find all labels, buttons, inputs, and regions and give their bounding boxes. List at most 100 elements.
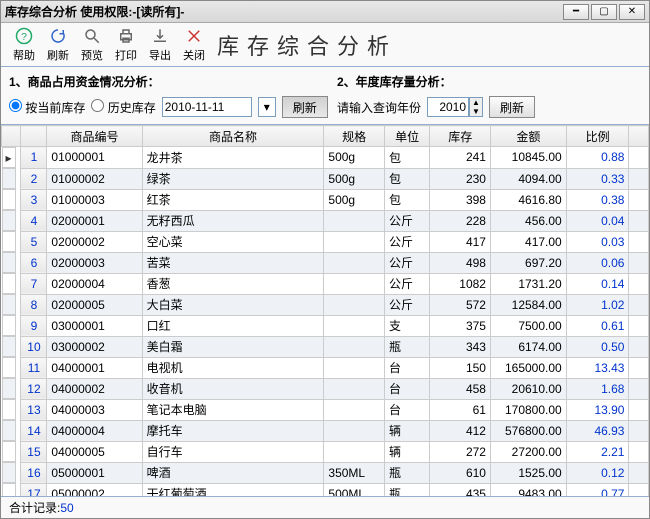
preview-button[interactable]: 预览 — [75, 27, 109, 63]
section1-refresh-button[interactable]: 刷新 — [282, 96, 328, 118]
cell-code: 01000001 — [47, 147, 142, 169]
cell-stock: 228 — [430, 210, 491, 231]
cell-spec — [324, 315, 385, 336]
cell-code: 02000002 — [47, 231, 142, 252]
row-indicator — [2, 294, 16, 315]
col-amount[interactable]: 金额 — [490, 126, 566, 147]
table-row[interactable]: 201000002绿茶500g包2304094.000.33 — [2, 168, 649, 189]
radio-current-stock[interactable]: 按当前库存 — [9, 99, 85, 116]
cell-name: 龙井茶 — [142, 147, 324, 169]
refresh-button[interactable]: 刷新 — [41, 27, 75, 63]
help-button[interactable]: ? 帮助 — [7, 27, 41, 63]
cell-code: 01000003 — [47, 189, 142, 210]
cell-spec — [324, 441, 385, 462]
table-row[interactable]: 903000001口红支3757500.000.61 — [2, 315, 649, 336]
cell-spec: 500g — [324, 147, 385, 169]
cell-stock: 272 — [430, 441, 491, 462]
cell-unit: 公斤 — [384, 252, 429, 273]
cell-name: 笔记本电脑 — [142, 399, 324, 420]
cell-stock: 61 — [430, 399, 491, 420]
cell-spec — [324, 294, 385, 315]
row-indicator — [2, 210, 16, 231]
cell-spec — [324, 378, 385, 399]
cell-unit: 辆 — [384, 420, 429, 441]
table-row[interactable]: 301000003红茶500g包3984616.800.38 — [2, 189, 649, 210]
row-number: 5 — [21, 231, 47, 252]
print-icon — [117, 27, 135, 45]
year-spinner[interactable]: ▲▼ — [469, 97, 483, 117]
cell-unit: 支 — [384, 315, 429, 336]
col-spec[interactable]: 规格 — [324, 126, 385, 147]
table-row[interactable]: 602000003苦菜公斤498697.200.06 — [2, 252, 649, 273]
radio-history-stock[interactable]: 历史库存 — [91, 99, 155, 116]
table-row[interactable]: 702000004香葱公斤10821731.200.14 — [2, 273, 649, 294]
close-window-button[interactable]: ✕ — [619, 4, 645, 20]
year-input[interactable] — [427, 97, 469, 117]
table-row[interactable]: 1304000003笔记本电脑台61170800.0013.90 — [2, 399, 649, 420]
date-picker-icon[interactable]: ▾ — [258, 97, 276, 117]
cell-amount: 7500.00 — [490, 315, 566, 336]
row-number: 17 — [21, 483, 47, 496]
col-unit[interactable]: 单位 — [384, 126, 429, 147]
print-button[interactable]: 打印 — [109, 27, 143, 63]
section1-title: 1、商品占用资金情况分析： — [9, 73, 329, 90]
cell-stock: 417 — [430, 231, 491, 252]
cell-stock: 412 — [430, 420, 491, 441]
year-hint: 请输入查询年份 — [337, 99, 421, 116]
table-row[interactable]: 1605000001啤酒350ML瓶6101525.000.12 — [2, 462, 649, 483]
data-grid[interactable]: 商品编号商品名称规格单位库存金额比例▸101000001龙井茶500g包2411… — [1, 125, 649, 496]
cell-unit: 台 — [384, 399, 429, 420]
cell-ratio: 1.02 — [566, 294, 629, 315]
cell-spec: 500g — [324, 189, 385, 210]
section2-refresh-button[interactable]: 刷新 — [489, 96, 535, 118]
cell-amount: 697.20 — [490, 252, 566, 273]
cell-spec — [324, 252, 385, 273]
cell-stock: 572 — [430, 294, 491, 315]
table-row[interactable]: 1204000002收音机台45820610.001.68 — [2, 378, 649, 399]
cell-unit: 瓶 — [384, 462, 429, 483]
export-button[interactable]: 导出 — [143, 27, 177, 63]
minimize-button[interactable]: ━ — [563, 4, 589, 20]
cell-code: 02000004 — [47, 273, 142, 294]
row-number: 3 — [21, 189, 47, 210]
cell-ratio: 13.43 — [566, 357, 629, 378]
col-ratio[interactable]: 比例 — [566, 126, 629, 147]
table-row[interactable]: 1705000002干红葡萄酒500ML瓶4359483.000.77 — [2, 483, 649, 496]
cell-unit: 瓶 — [384, 336, 429, 357]
date-input[interactable] — [162, 97, 252, 117]
col-code[interactable]: 商品编号 — [47, 126, 142, 147]
cell-stock: 230 — [430, 168, 491, 189]
maximize-button[interactable]: ▢ — [591, 4, 617, 20]
table-row[interactable]: 402000001无籽西瓜公斤228456.000.04 — [2, 210, 649, 231]
cell-ratio: 0.14 — [566, 273, 629, 294]
cell-spec — [324, 336, 385, 357]
table-row[interactable]: 1104000001电视机台150165000.0013.43 — [2, 357, 649, 378]
export-icon — [151, 27, 169, 45]
table-row[interactable]: 1003000002美白霜瓶3436174.000.50 — [2, 336, 649, 357]
cell-name: 空心菜 — [142, 231, 324, 252]
close-button[interactable]: 关闭 — [177, 27, 211, 63]
row-number: 14 — [21, 420, 47, 441]
cell-unit: 辆 — [384, 441, 429, 462]
col-stock[interactable]: 库存 — [430, 126, 491, 147]
row-indicator — [2, 231, 16, 252]
cell-name: 口红 — [142, 315, 324, 336]
cell-unit: 瓶 — [384, 483, 429, 496]
col-name[interactable]: 商品名称 — [142, 126, 324, 147]
preview-icon — [83, 27, 101, 45]
cell-amount: 4616.80 — [490, 189, 566, 210]
cell-code: 03000001 — [47, 315, 142, 336]
table-row[interactable]: 1404000004摩托车辆412576800.0046.93 — [2, 420, 649, 441]
cell-spec — [324, 273, 385, 294]
record-count-label: 合计记录: — [9, 499, 60, 516]
cell-spec — [324, 420, 385, 441]
table-row[interactable]: 802000005大白菜公斤57212584.001.02 — [2, 294, 649, 315]
window-title: 库存综合分析 使用权限:-[读所有]- — [5, 3, 184, 20]
table-row[interactable]: 502000002空心菜公斤417417.000.03 — [2, 231, 649, 252]
table-row[interactable]: 1504000005自行车辆27227200.002.21 — [2, 441, 649, 462]
cell-stock: 150 — [430, 357, 491, 378]
cell-amount: 27200.00 — [490, 441, 566, 462]
cell-unit: 包 — [384, 147, 429, 169]
cell-name: 大白菜 — [142, 294, 324, 315]
table-row[interactable]: ▸101000001龙井茶500g包24110845.000.88 — [2, 147, 649, 169]
